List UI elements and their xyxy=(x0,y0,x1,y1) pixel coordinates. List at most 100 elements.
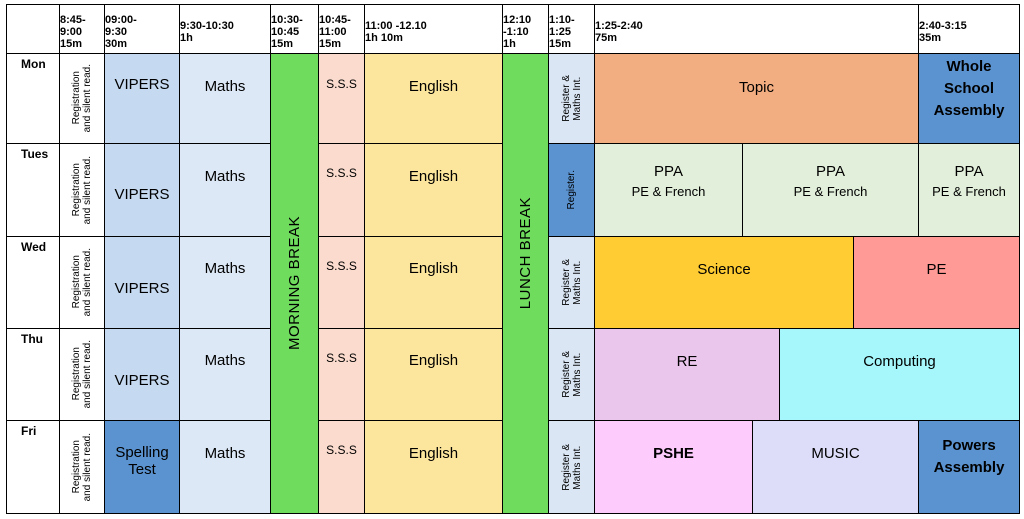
header-text: 10:30- xyxy=(271,14,303,26)
vipers-cell: VIPERS xyxy=(104,236,180,329)
spelling-text: Spelling xyxy=(115,444,169,461)
header-text: 10:45- xyxy=(319,14,351,26)
ppa-sub-text: PE & French xyxy=(793,184,868,199)
header-text: 75m xyxy=(595,32,618,44)
re-text: RE xyxy=(676,353,698,370)
english-text: English xyxy=(408,78,459,95)
vipers-cell: VIPERS xyxy=(104,143,180,237)
header-text: 10:45 xyxy=(271,26,300,38)
header-text: 1:25-2:40 xyxy=(595,20,643,32)
header-1-10: 1:10- 1:25 15m xyxy=(548,4,595,54)
computing-text: Computing xyxy=(863,353,936,370)
topic-text: Topic xyxy=(738,79,775,96)
assembly-text: Whole xyxy=(946,57,992,75)
english-text: English xyxy=(408,167,459,185)
register-text: Maths Int. xyxy=(571,76,583,121)
header-text: 35m xyxy=(919,32,942,44)
vipers-cell: VIPERS xyxy=(104,328,180,421)
spelling-test-cell: Spelling Test xyxy=(104,420,180,514)
maths-cell: Maths xyxy=(179,143,271,237)
sss-text: S.S.S xyxy=(326,350,357,365)
computing-cell: Computing xyxy=(779,328,1020,421)
day-wed: Wed xyxy=(6,236,60,329)
maths-text: Maths xyxy=(204,444,246,462)
register-cell: Register & Maths Int. xyxy=(548,236,595,329)
header-text: 8:45- xyxy=(60,14,86,26)
vipers-cell: VIPERS xyxy=(104,53,180,144)
header-10-30: 10:30- 10:45 15m xyxy=(270,4,319,54)
register-cell: Register & Maths Int. xyxy=(548,420,595,514)
header-text: 1h xyxy=(180,32,193,44)
header-text: 15m xyxy=(319,38,342,50)
header-text: 1h 10m xyxy=(365,32,403,44)
science-cell: Science xyxy=(594,236,854,329)
vipers-text: VIPERS xyxy=(114,372,170,389)
sss-text: S.S.S xyxy=(326,166,357,180)
english-cell: English xyxy=(364,143,503,237)
lunch-break-text: LUNCH BREAK xyxy=(517,197,534,310)
sss-text: S.S.S xyxy=(326,443,357,457)
header-text: 15m xyxy=(549,38,572,50)
pe-cell: PE xyxy=(853,236,1020,329)
header-text: 9:00 xyxy=(60,26,83,38)
registration-text: Registration xyxy=(71,440,82,494)
registration-cell: Registration and silent read. xyxy=(59,53,105,144)
register-text: Maths Int. xyxy=(571,260,583,305)
header-10-45: 10:45- 11:00 15m xyxy=(318,4,365,54)
day-mon: Mon xyxy=(6,53,60,144)
register-text: Maths Int. xyxy=(571,445,583,489)
header-text: 2:40-3:15 xyxy=(919,20,967,32)
registration-text: Registration xyxy=(71,255,82,310)
topic-cell: Topic xyxy=(594,53,919,144)
header-1-25: 1:25-2:40 75m xyxy=(594,4,919,54)
day-thu: Thu xyxy=(6,328,60,421)
maths-text: Maths xyxy=(204,167,246,185)
english-cell: English xyxy=(364,420,503,514)
english-text: English xyxy=(408,260,459,277)
whole-school-assembly-cell: Whole School Assembly xyxy=(918,53,1020,144)
pe-text: PE xyxy=(926,261,947,278)
sss-cell: S.S.S xyxy=(318,328,365,421)
ppa-sub-text: PE & French xyxy=(932,184,1006,199)
spelling-text: Test xyxy=(128,461,156,478)
maths-cell: Maths xyxy=(179,420,271,514)
english-text: English xyxy=(408,352,459,369)
header-text: 30m xyxy=(105,38,128,50)
header-text: 11:00 xyxy=(319,26,347,38)
ppa-cell: PPA PE & French xyxy=(742,143,919,237)
morning-break-text: MORNING BREAK xyxy=(286,216,303,351)
english-cell: English xyxy=(364,53,503,144)
header-11-00: 11:00 -12.10 1h 10m xyxy=(364,4,503,54)
header-text: 12:10 xyxy=(503,14,532,26)
powers-text: Powers xyxy=(942,437,996,454)
header-text: 15m xyxy=(60,38,83,50)
register-text: Maths Int. xyxy=(571,352,583,397)
ppa-sub-text: PE & French xyxy=(631,184,706,199)
registration-cell: Registration and silent read. xyxy=(59,143,105,237)
register-text: Register & xyxy=(560,443,572,491)
registration-text: and silent read. xyxy=(82,248,93,317)
pshe-text: PSHE xyxy=(653,444,694,462)
header-text: 1h xyxy=(503,38,516,50)
ppa-cell: PPA PE & French xyxy=(918,143,1020,237)
header-text: 9:30-10:30 xyxy=(180,20,234,32)
assembly-text: School xyxy=(943,79,994,97)
registration-text: and silent read. xyxy=(82,432,93,502)
registration-cell: Registration and silent read. xyxy=(59,328,105,421)
register-cell: Register & Maths Int. xyxy=(548,53,595,144)
sss-text: S.S.S xyxy=(326,76,357,91)
header-text: 1:25 xyxy=(549,26,572,38)
sss-cell: S.S.S xyxy=(318,53,365,144)
maths-cell: Maths xyxy=(179,328,271,421)
maths-text: Maths xyxy=(204,78,246,95)
music-cell: MUSIC xyxy=(752,420,919,514)
sss-cell: S.S.S xyxy=(318,236,365,329)
day-tues: Tues xyxy=(6,143,60,237)
registration-text: and silent read. xyxy=(82,155,93,225)
registration-text: and silent read. xyxy=(82,340,93,409)
registration-cell: Registration and silent read. xyxy=(59,420,105,514)
header-corner xyxy=(6,4,60,54)
register-text: Register & xyxy=(560,351,572,398)
header-2-40: 2:40-3:15 35m xyxy=(918,4,1020,54)
